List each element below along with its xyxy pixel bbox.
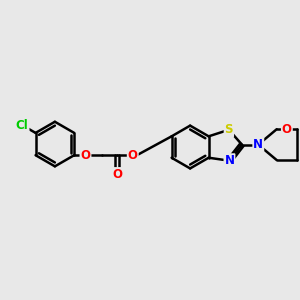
Text: N: N <box>224 154 235 167</box>
Text: O: O <box>80 149 91 162</box>
Text: Cl: Cl <box>16 119 28 132</box>
Text: N: N <box>253 138 263 151</box>
Text: O: O <box>128 149 138 162</box>
Text: S: S <box>225 123 233 136</box>
Text: O: O <box>282 123 292 136</box>
Text: O: O <box>112 168 122 181</box>
